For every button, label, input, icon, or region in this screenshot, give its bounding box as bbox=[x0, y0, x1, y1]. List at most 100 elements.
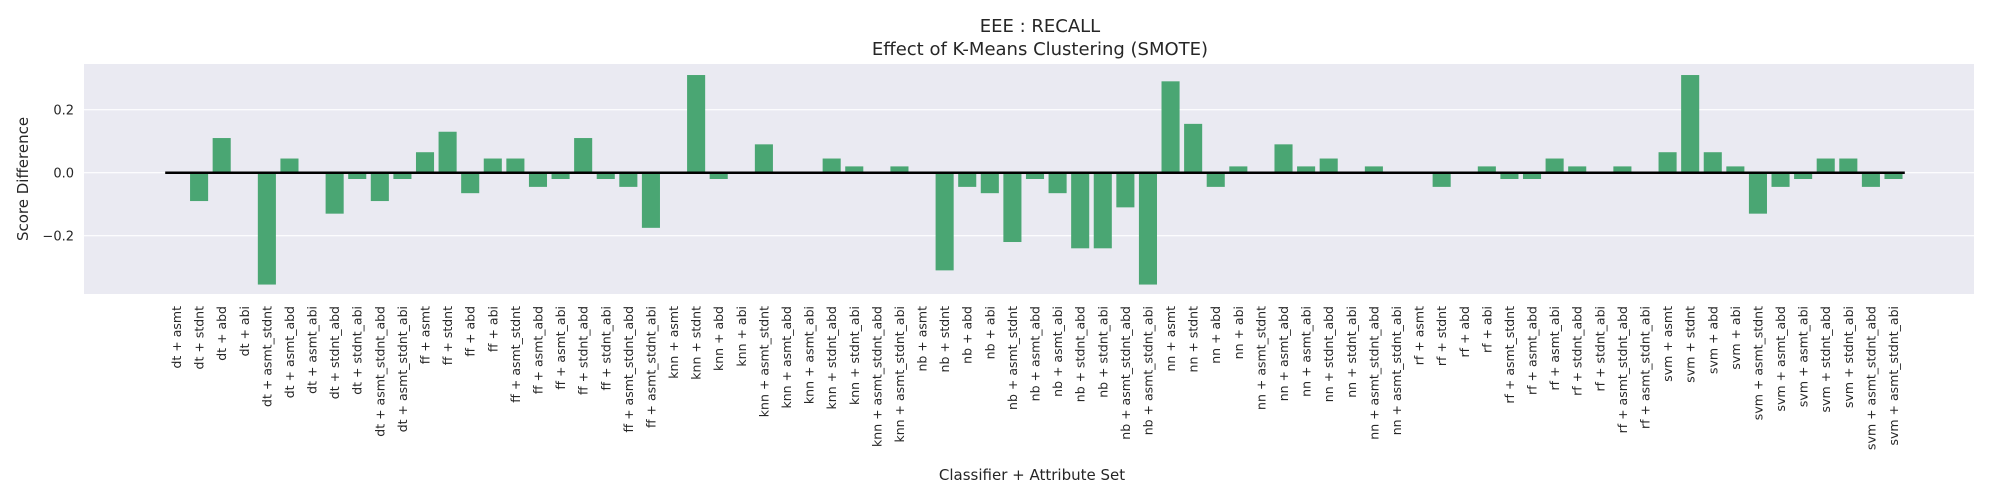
x-tick-label: nb + stdnt bbox=[937, 306, 952, 373]
x-tick-label: knn + abd bbox=[711, 306, 726, 371]
bar bbox=[190, 172, 209, 202]
x-tick-label: ff + stdnt bbox=[440, 306, 455, 365]
x-tick-label: dt + asmt_stdnt_abd bbox=[372, 306, 387, 437]
x-tick-label: knn + asmt_abd bbox=[779, 306, 794, 409]
bars bbox=[190, 75, 1903, 285]
bar bbox=[1658, 152, 1677, 173]
x-tick-label: knn + stdnt_abd bbox=[824, 306, 839, 409]
x-tick-label: knn + asmt_stdnt bbox=[756, 306, 771, 417]
bar bbox=[1138, 172, 1157, 285]
x-tick-label: svm + asmt_stdnt bbox=[1750, 306, 1765, 420]
bar bbox=[1432, 172, 1451, 187]
x-tick-label: dt + asmt_abd bbox=[282, 306, 297, 398]
bar bbox=[1025, 172, 1045, 179]
x-tick-label: rf + asmt_stdnt_abi bbox=[1637, 306, 1652, 429]
x-tick-label: knn + asmt_abi bbox=[802, 306, 817, 404]
x-tick-label: dt + stdnt_abd bbox=[327, 306, 342, 399]
bar bbox=[1816, 158, 1835, 173]
bar bbox=[822, 158, 841, 173]
x-tick-label: ff + asmt_stdnt_abd bbox=[621, 306, 636, 432]
x-tick-label: svm + abd bbox=[1705, 306, 1720, 374]
bar bbox=[641, 172, 660, 228]
x-tick-label: nn + asmt_stdnt bbox=[1253, 306, 1268, 410]
y-tick-label: −0.2 bbox=[42, 230, 74, 245]
x-tick-labels: dt + asmt dt + stdnt dt + abd dt + abi dt + … bbox=[169, 306, 1901, 450]
bar bbox=[980, 172, 999, 194]
bar bbox=[1884, 172, 1903, 179]
x-tick-label: ff + abd bbox=[463, 306, 478, 357]
bar bbox=[461, 172, 480, 194]
bar bbox=[687, 75, 706, 173]
x-axis-label: Classifier + Attribute Set bbox=[939, 466, 1125, 484]
bar bbox=[370, 172, 389, 202]
bar bbox=[1681, 75, 1700, 173]
x-tick-label: nb + asmt_stdnt_abi bbox=[1140, 306, 1155, 435]
x-tick-label: nb + asmt_abi bbox=[1050, 306, 1065, 397]
bar bbox=[1319, 158, 1338, 173]
bar bbox=[754, 144, 773, 173]
x-tick-label: svm + asmt_abi bbox=[1796, 306, 1811, 407]
x-tick-label: ff + asmt_abd bbox=[530, 306, 545, 394]
bar bbox=[1861, 172, 1880, 187]
bar bbox=[280, 158, 299, 173]
x-tick-label: nb + asmt_stdnt_abd bbox=[1118, 306, 1133, 440]
x-tick-label: svm + stdnt bbox=[1683, 306, 1698, 383]
y-tick-label: 0.2 bbox=[53, 104, 74, 119]
x-tick-label: nn + asmt_stdnt_abi bbox=[1389, 306, 1404, 435]
x-tick-label: rf + stdnt_abd bbox=[1570, 306, 1585, 396]
bar bbox=[845, 166, 864, 173]
bar bbox=[1161, 81, 1180, 173]
x-tick-label: dt + abd bbox=[214, 306, 229, 361]
y-tick-label: 0.0 bbox=[53, 167, 74, 182]
bar bbox=[483, 158, 502, 173]
x-tick-label: nn + asmt_stdnt_abd bbox=[1366, 306, 1381, 440]
x-tick-label: svm + stdnt_abi bbox=[1841, 306, 1856, 408]
x-tick-label: ff + stdnt_abi bbox=[598, 306, 613, 391]
x-tick-label: nn + stdnt bbox=[1186, 306, 1201, 373]
x-tick-label: knn + stdnt_abi bbox=[847, 306, 862, 405]
x-tick-label: rf + asmt_stdnt_abd bbox=[1615, 306, 1630, 433]
x-tick-label: rf + asmt_abd bbox=[1525, 306, 1540, 395]
x-tick-label: nb + asmt_abd bbox=[1028, 306, 1043, 401]
bar bbox=[1771, 172, 1790, 187]
bar bbox=[415, 152, 435, 173]
x-tick-label: dt + stdnt bbox=[192, 306, 207, 370]
bar bbox=[257, 172, 276, 285]
x-tick-label: nb + abi bbox=[982, 306, 997, 359]
x-tick-label: ff + asmt_stdnt bbox=[508, 306, 523, 403]
bar bbox=[393, 172, 412, 179]
bar bbox=[1229, 166, 1248, 173]
bar bbox=[348, 172, 367, 179]
bar bbox=[212, 138, 231, 173]
bar bbox=[709, 172, 728, 179]
bar bbox=[958, 172, 977, 187]
bar bbox=[1568, 166, 1587, 173]
bar bbox=[1522, 172, 1542, 179]
y-tick-labels: −0.2 0.0 0.2 bbox=[42, 104, 74, 245]
bar bbox=[890, 166, 909, 173]
bar bbox=[596, 172, 615, 179]
bar bbox=[619, 172, 638, 187]
bar bbox=[506, 158, 525, 173]
x-tick-label: nb + stdnt_abi bbox=[1095, 306, 1110, 398]
x-tick-label: dt + asmt_stdnt bbox=[259, 306, 274, 407]
x-tick-label: rf + asmt_abi bbox=[1547, 306, 1562, 391]
x-tick-label: knn + asmt_stdnt_abi bbox=[892, 306, 907, 443]
bar bbox=[1613, 166, 1632, 173]
x-tick-label: rf + asmt_stdnt bbox=[1502, 306, 1517, 404]
bar bbox=[1297, 166, 1316, 173]
bar bbox=[325, 172, 344, 214]
bar bbox=[935, 172, 954, 271]
x-tick-label: ff + asmt_abi bbox=[553, 306, 568, 390]
chart-title: EEE : RECALL bbox=[980, 16, 1100, 37]
x-tick-label: nn + asmt_abd bbox=[1276, 306, 1291, 401]
x-tick-label: nn + abi bbox=[1231, 306, 1246, 359]
x-tick-label: knn + abi bbox=[734, 306, 749, 367]
x-tick-label: nn + abd bbox=[1208, 306, 1223, 364]
x-tick-label: knn + stdnt bbox=[689, 306, 704, 380]
x-tick-label: nb + asmt_stdnt bbox=[1005, 306, 1020, 410]
bar bbox=[1116, 172, 1135, 208]
x-tick-label: knn + asmt_stdnt_abd bbox=[869, 306, 884, 447]
x-tick-label: rf + asmt bbox=[1412, 306, 1427, 365]
bar bbox=[1206, 172, 1225, 187]
